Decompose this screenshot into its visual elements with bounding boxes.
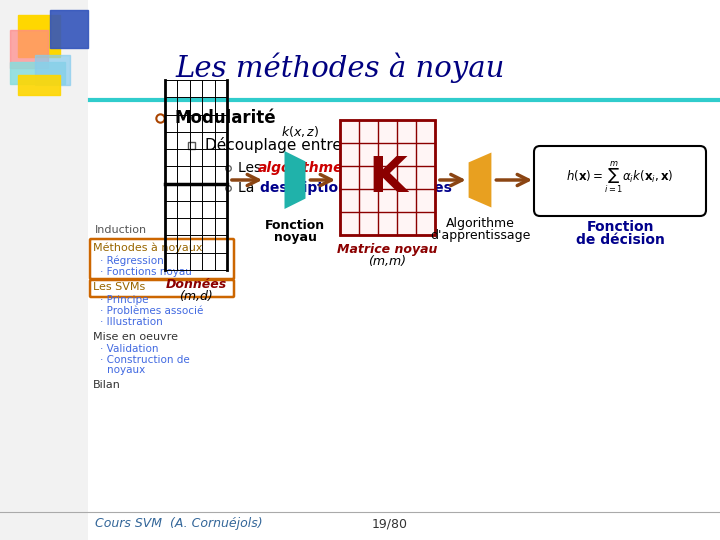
Text: Modularité: Modularité xyxy=(175,109,276,127)
Text: K: K xyxy=(368,153,407,201)
Text: noyau: noyau xyxy=(274,231,316,244)
Text: Algorithme: Algorithme xyxy=(446,218,514,231)
Text: $h(\mathbf{x}) = \sum_{i=1}^{m} \alpha_i k(\mathbf{x}_i, \mathbf{x})$: $h(\mathbf{x}) = \sum_{i=1}^{m} \alpha_i… xyxy=(566,159,674,195)
Text: Mise en oeuvre: Mise en oeuvre xyxy=(93,332,178,342)
Text: de décision: de décision xyxy=(575,233,665,247)
Polygon shape xyxy=(469,152,491,207)
Text: Données: Données xyxy=(166,278,227,291)
Bar xyxy=(88,0,720,540)
Text: noyaux: noyaux xyxy=(107,365,145,375)
Text: · Construction de: · Construction de xyxy=(100,355,190,365)
Text: Méthodes à noyaux: Méthodes à noyaux xyxy=(93,243,202,253)
Text: (m,d): (m,d) xyxy=(179,290,213,303)
Bar xyxy=(10,30,48,68)
Text: Matrice noyau: Matrice noyau xyxy=(337,243,438,256)
Bar xyxy=(340,120,435,235)
Text: description des données: description des données xyxy=(260,181,452,195)
Text: algorithmes: algorithmes xyxy=(258,161,352,175)
Bar xyxy=(188,142,195,149)
Text: (m,m): (m,m) xyxy=(369,255,407,268)
Text: Induction: Induction xyxy=(95,225,147,235)
Text: Bilan: Bilan xyxy=(93,380,121,390)
Bar xyxy=(35,55,70,85)
Polygon shape xyxy=(284,151,305,209)
Text: · Régression: · Régression xyxy=(100,256,163,266)
Text: Cours SVM  (A. Cornuéjols): Cours SVM (A. Cornuéjols) xyxy=(95,517,263,530)
Text: · Principe: · Principe xyxy=(100,295,148,305)
Text: $k(x,z)$: $k(x,z)$ xyxy=(281,124,319,139)
FancyBboxPatch shape xyxy=(534,146,706,216)
Text: Fonction: Fonction xyxy=(586,220,654,234)
Text: 19/80: 19/80 xyxy=(372,517,408,530)
Text: · Illustration: · Illustration xyxy=(100,317,163,327)
Text: Découplage entre: Découplage entre xyxy=(205,137,342,153)
Text: · Fonctions noyau: · Fonctions noyau xyxy=(100,267,192,277)
Text: d'apprentissage: d'apprentissage xyxy=(430,230,530,242)
Bar xyxy=(10,62,65,84)
Text: Les méthodes à noyau: Les méthodes à noyau xyxy=(175,53,505,83)
Text: (linéaires): (linéaires) xyxy=(340,161,414,175)
Text: Fonction: Fonction xyxy=(265,219,325,232)
Text: · Validation: · Validation xyxy=(100,344,158,354)
Bar xyxy=(18,15,60,57)
Text: Les SVMs: Les SVMs xyxy=(93,282,145,292)
Bar xyxy=(50,10,88,48)
Text: · Problèmes associé: · Problèmes associé xyxy=(100,306,203,316)
Text: Les: Les xyxy=(238,161,266,175)
Bar xyxy=(18,75,60,95)
Text: La: La xyxy=(238,181,263,195)
